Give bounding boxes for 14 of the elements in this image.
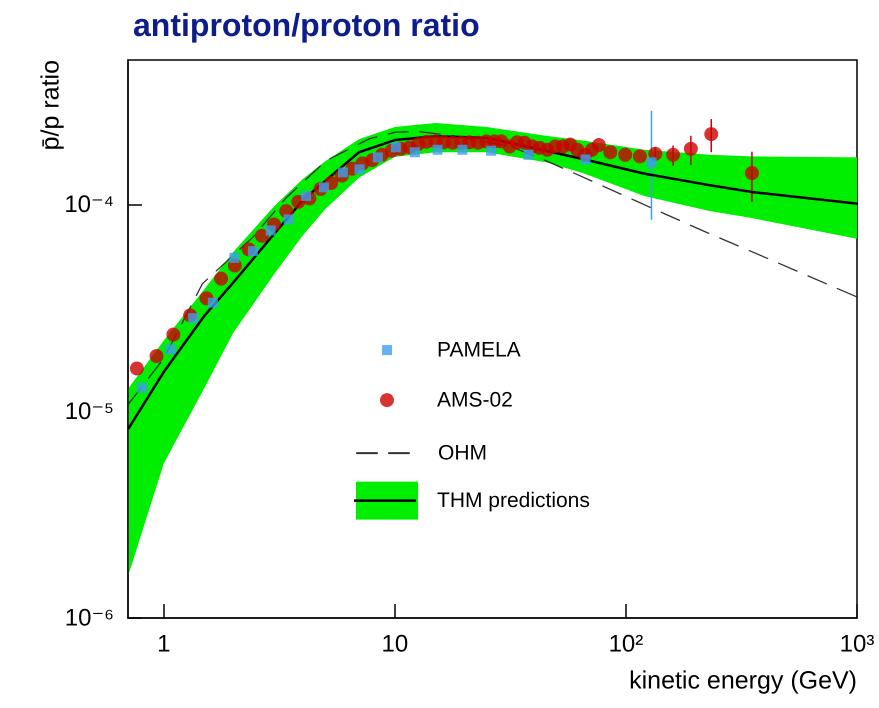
y-axis-title: p̄/p ratio: [36, 60, 64, 150]
legend-label: AMS-02: [436, 388, 513, 412]
y-tick-label: 10⁻⁵: [64, 398, 114, 425]
x-tick-label: 10³: [840, 630, 874, 658]
y-tick-label: 10⁻⁴: [64, 191, 114, 218]
legend-label: PAMELA: [436, 338, 521, 362]
legend-label: OHM: [438, 442, 487, 465]
chart-title: antiproton/proton ratio: [133, 7, 480, 43]
y-tick-label: 10⁻⁶: [64, 604, 114, 632]
x-tick-label: 1: [157, 630, 170, 658]
x-tick-label: 10: [382, 630, 408, 658]
x-axis-title: kinetic energy (GeV): [629, 666, 857, 694]
x-tick-label: 10²: [608, 630, 644, 658]
legend-label: THM predictions: [436, 489, 590, 512]
